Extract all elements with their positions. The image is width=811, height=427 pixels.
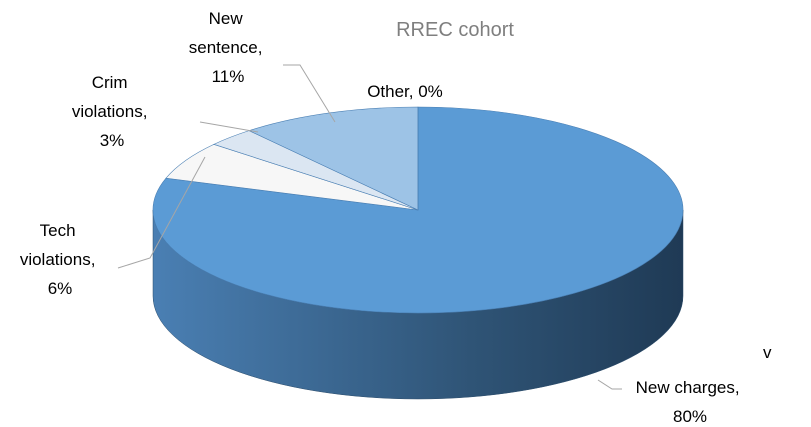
data-label-line: 11%: [212, 67, 245, 86]
data-label-line: 6%: [48, 279, 73, 298]
data-label: Other, 0%: [367, 82, 443, 101]
data-label: Tech violations, 6%: [20, 221, 100, 298]
data-label-line: New charges,: [636, 378, 745, 397]
annotation: v: [763, 343, 772, 362]
pie: [152, 106, 684, 400]
data-label-line: Other, 0%: [367, 82, 443, 101]
leader-line: [597, 379, 622, 390]
data-label-line: Tech: [40, 221, 81, 240]
data-label: New sentence, 11%: [189, 9, 267, 86]
data-label-line: violations,: [20, 250, 100, 269]
chart-title: RREC cohort: [396, 19, 514, 41]
slice: [248, 106, 419, 211]
data-label-line: Crim: [92, 73, 133, 92]
data-label: Crim violations, 3%: [72, 73, 152, 150]
data-label-line: 3%: [100, 131, 125, 150]
data-label-line: 80%: [673, 407, 707, 426]
data-label-line: violations,: [72, 102, 152, 121]
data-label: New charges, 80%: [636, 378, 745, 426]
leader-line: [283, 64, 336, 123]
data-label-line: New: [209, 9, 248, 28]
leader-line: [117, 156, 206, 269]
leader-line: [199, 121, 259, 133]
data-label-line: sentence,: [189, 38, 267, 57]
